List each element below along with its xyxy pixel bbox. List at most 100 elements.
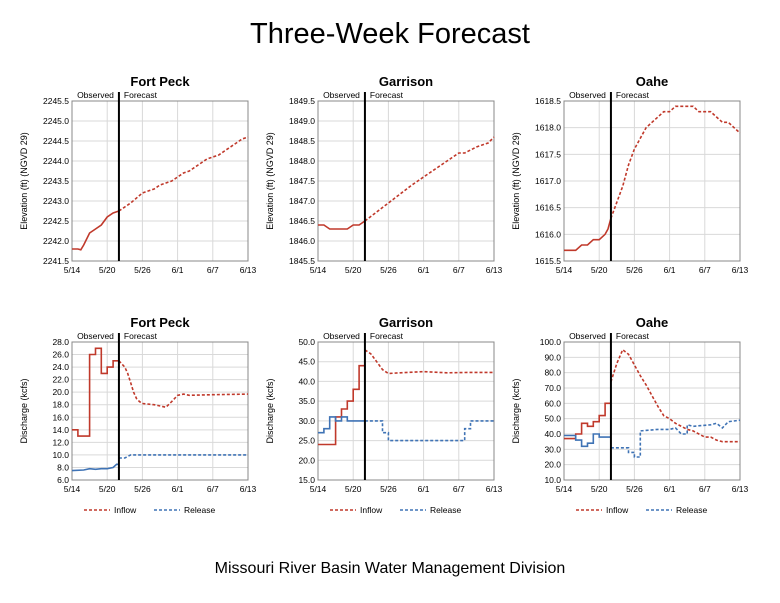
series-line-inflow [564,402,611,440]
x-tick-label: 6/7 [207,484,219,494]
y-tick-label: 60.0 [544,398,561,408]
x-tick-label: 5/20 [345,484,362,494]
y-tick-label: 22.0 [52,375,69,385]
y-axis-label: Elevation (ft) (NGVD 29) [19,132,29,230]
y-tick-label: 40.0 [544,429,561,439]
y-tick-label: 26.0 [52,350,69,360]
y-tick-label: 1615.5 [535,256,561,266]
x-tick-label: 6/7 [699,265,711,275]
chart-panel-1: Fort Peck 2241.5 2242.0 2242.5 2243.0 2243.5 2… [19,74,257,275]
chart-panel-4: Fort Peck 6.0 8.0 10.0 12.0 14.0 16.0 18.0 20.0 2… [19,315,257,515]
observed-label: Observed [323,331,360,341]
y-tick-label: 1847.5 [289,176,315,186]
y-tick-label: 2245.0 [43,116,69,126]
y-tick-label: 2245.5 [43,96,69,106]
y-axis-label: Discharge (kcfs) [19,378,29,443]
y-tick-label: 16.0 [52,412,69,422]
y-tick-label: 1616.0 [535,229,561,239]
x-tick-label: 6/1 [664,265,676,275]
y-tick-label: 28.0 [52,337,69,347]
series-line-elevation [318,220,366,230]
series-line-inflow [72,347,119,437]
y-tick-label: 1848.5 [289,136,315,146]
series-line-inflow [318,364,365,446]
legend-release-label: Release [184,505,215,515]
y-tick-label: 20.0 [298,455,315,465]
y-tick-label: 2242.5 [43,216,69,226]
x-tick-label: 5/26 [626,265,643,275]
x-tick-label: 5/14 [310,484,327,494]
y-tick-label: 10.0 [544,475,561,485]
y-tick-label: 2244.0 [43,156,69,166]
x-tick-label: 5/20 [99,265,116,275]
chart-panel-6: Oahe 10.0 20.0 30.0 40.0 50.0 60.0 70.0 80.0 90.0… [511,315,749,515]
series-line-elevation-forecast [364,136,495,222]
legend-inflow-label: Inflow [606,505,629,515]
x-tick-label: 6/7 [453,484,465,494]
y-tick-label: 8.0 [57,462,69,472]
x-tick-label: 6/13 [486,484,503,494]
forecast-label: Forecast [370,90,404,100]
x-tick-label: 6/1 [418,484,430,494]
x-tick-label: 5/20 [591,265,608,275]
x-tick-label: 5/14 [556,484,573,494]
y-tick-label: 30.0 [298,416,315,426]
y-tick-label: 10.0 [52,450,69,460]
y-tick-label: 35.0 [298,396,315,406]
legend-release-label: Release [676,505,707,515]
legend-inflow-label: Inflow [114,505,137,515]
y-tick-label: 24.0 [52,362,69,372]
y-tick-label: 1849.0 [289,116,315,126]
y-tick-label: 1846.0 [289,236,315,246]
forecast-label: Forecast [124,90,158,100]
series-line-inflow [118,360,249,409]
series-line-release [564,433,611,448]
y-tick-label: 45.0 [298,357,315,367]
y-tick-label: 1618.0 [535,123,561,133]
series-line-elevation [72,210,120,251]
x-tick-label: 6/13 [486,265,503,275]
plot-frame [563,341,741,481]
legend-release-label: Release [430,505,461,515]
series-line-release [71,463,119,472]
series-line-elevation-forecast [610,105,741,219]
x-tick-label: 6/1 [664,484,676,494]
x-tick-label: 6/1 [172,265,184,275]
chart-title: Fort Peck [130,74,190,89]
y-tick-label: 80.0 [544,368,561,378]
x-tick-label: 6/7 [699,484,711,494]
page-title: Three-Week Forecast [250,18,530,50]
chart-panel-3: Oahe 1615.5 1616.0 1616.5 1617.0 1617.5 1618.0… [511,74,749,275]
legend-inflow-label: Inflow [360,505,383,515]
y-tick-label: 2243.5 [43,176,69,186]
x-tick-label: 6/13 [732,484,749,494]
chart-title: Garrison [379,74,433,89]
y-tick-label: 20.0 [544,460,561,470]
y-tick-label: 30.0 [544,444,561,454]
y-tick-label: 14.0 [52,425,69,435]
y-tick-label: 70.0 [544,383,561,393]
plot-frame [71,341,249,481]
x-tick-label: 5/14 [310,265,327,275]
observed-label: Observed [569,90,606,100]
y-tick-label: 40.0 [298,376,315,386]
x-tick-label: 6/7 [207,265,219,275]
y-tick-label: 1845.5 [289,256,315,266]
y-axis-label: Discharge (kcfs) [265,378,275,443]
x-tick-label: 5/14 [64,265,81,275]
y-tick-label: 1846.5 [289,216,315,226]
y-tick-label: 1848.0 [289,156,315,166]
series-line-elevation [564,218,612,252]
page-footer: Missouri River Basin Water Management Di… [214,560,566,577]
x-tick-label: 5/26 [134,484,151,494]
observed-label: Observed [569,331,606,341]
observed-label: Observed [77,331,114,341]
series-line-release [118,454,248,459]
x-tick-label: 5/26 [380,265,397,275]
plot-frame [71,100,249,262]
y-axis-label: Elevation (ft) (NGVD 29) [511,132,521,230]
y-axis-label: Discharge (kcfs) [511,378,521,443]
y-tick-label: 1618.5 [535,96,561,106]
chart-panel-2: Garrison 1845.5 1846.0 1846.5 1847.0 1847.5 18… [265,74,503,275]
